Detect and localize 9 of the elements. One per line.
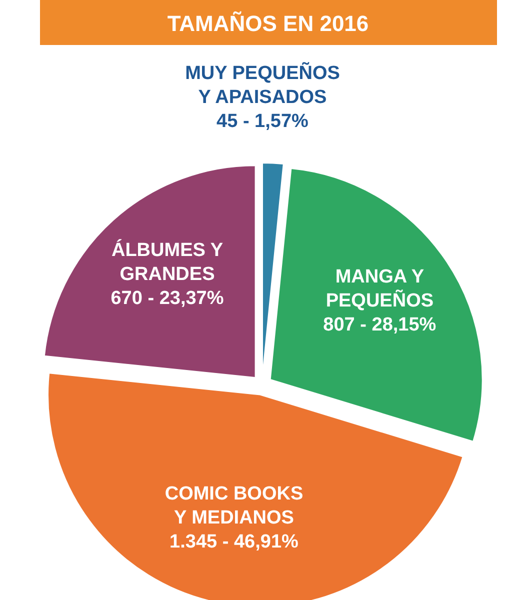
slice-label: ÁLBUMES Y GRANDES xyxy=(111,238,224,285)
slice-label: COMIC BOOKS Y MEDIANOS xyxy=(164,484,304,529)
data-label: 670 - 23,37% xyxy=(110,288,224,309)
chart-title: TAMAÑOS EN 2016 xyxy=(167,11,369,36)
data-label: 45 - 1,57% xyxy=(216,111,309,132)
slice-label: MUY PEQUEÑOS Y APAISADOS xyxy=(185,62,340,108)
data-label: 807 - 28,15% xyxy=(323,314,436,336)
data-label: 1.345 - 46,91% xyxy=(170,532,299,553)
slice-label: MANGA Y PEQUEÑOS xyxy=(326,266,434,312)
